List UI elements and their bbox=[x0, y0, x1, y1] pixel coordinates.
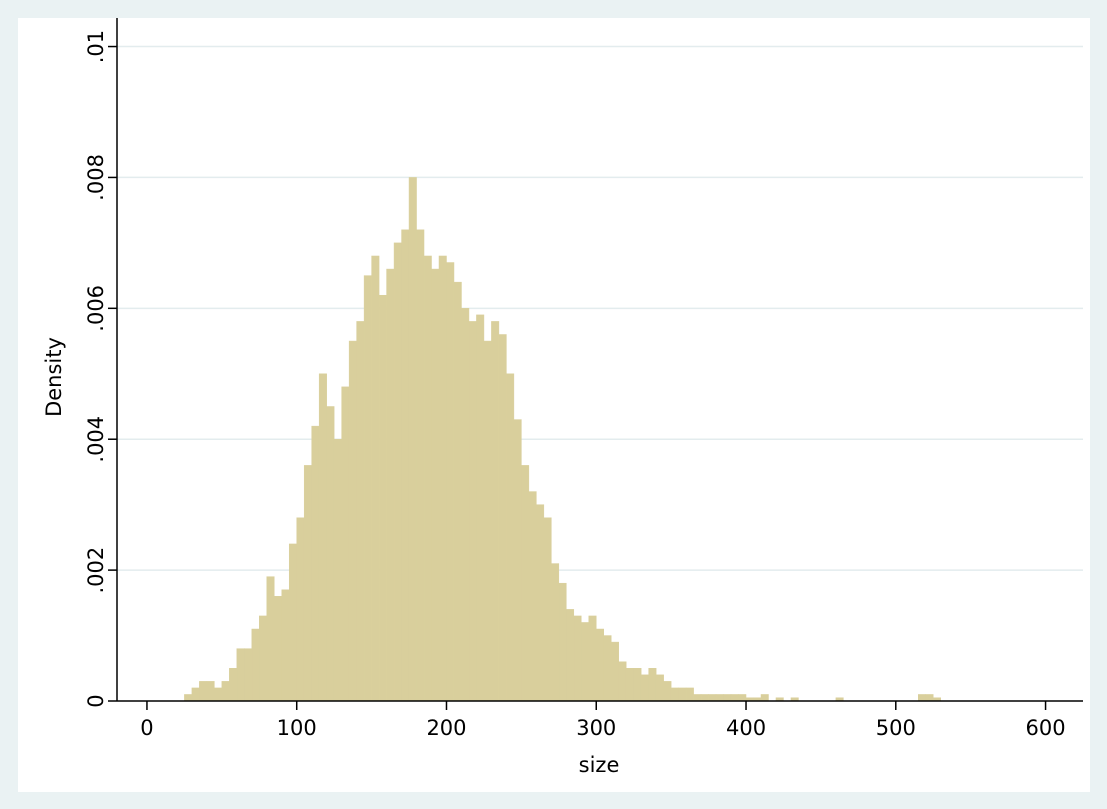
bar bbox=[274, 596, 282, 702]
bar bbox=[206, 681, 215, 702]
bar bbox=[386, 268, 395, 702]
bar bbox=[199, 681, 208, 702]
bar bbox=[693, 694, 702, 702]
bar bbox=[303, 465, 312, 702]
bar bbox=[296, 517, 305, 702]
bar bbox=[416, 229, 425, 702]
bar bbox=[401, 229, 410, 702]
bar bbox=[251, 628, 260, 702]
bar bbox=[648, 668, 657, 702]
bar bbox=[491, 321, 500, 702]
bar bbox=[670, 687, 679, 702]
bar bbox=[588, 615, 597, 702]
x-tick-label: 400 bbox=[726, 716, 766, 740]
bar bbox=[640, 674, 649, 702]
bar bbox=[431, 268, 440, 702]
bar bbox=[311, 425, 320, 702]
y-tick-label: .01 bbox=[84, 30, 108, 63]
bar bbox=[551, 563, 560, 702]
bar bbox=[528, 491, 537, 702]
bar bbox=[229, 668, 238, 702]
bar bbox=[408, 177, 417, 702]
bar bbox=[715, 694, 724, 702]
bar bbox=[543, 517, 552, 702]
bar bbox=[326, 406, 335, 702]
y-tick-label: .004 bbox=[84, 416, 108, 463]
bar bbox=[483, 340, 492, 702]
bar bbox=[603, 635, 612, 702]
x-tick-label: 200 bbox=[426, 716, 466, 740]
bar bbox=[596, 628, 604, 702]
bar bbox=[468, 321, 477, 702]
bar bbox=[663, 681, 672, 702]
bar bbox=[558, 582, 567, 702]
bar bbox=[453, 281, 462, 702]
bar bbox=[566, 609, 575, 702]
bar bbox=[513, 419, 522, 702]
y-tick-label: 0 bbox=[84, 694, 108, 707]
bar bbox=[610, 641, 619, 702]
bar bbox=[393, 242, 402, 702]
x-tick-label: 100 bbox=[277, 716, 317, 740]
bar bbox=[925, 694, 934, 702]
bar bbox=[288, 543, 297, 702]
bar bbox=[191, 687, 200, 702]
bar bbox=[678, 687, 687, 702]
bar bbox=[378, 294, 387, 702]
y-axis-title: Density bbox=[42, 337, 66, 417]
bar bbox=[244, 648, 253, 702]
bar bbox=[476, 314, 485, 702]
bar bbox=[184, 694, 193, 702]
bar bbox=[446, 262, 455, 702]
bar bbox=[341, 386, 350, 702]
bar bbox=[348, 340, 357, 702]
bar bbox=[333, 438, 342, 702]
x-tick-label: 0 bbox=[140, 716, 153, 740]
bars bbox=[184, 177, 941, 702]
bar bbox=[618, 661, 627, 702]
bar bbox=[318, 373, 327, 702]
bar bbox=[461, 308, 470, 702]
bar bbox=[371, 255, 380, 702]
bar bbox=[581, 622, 590, 702]
x-tick-label: 600 bbox=[1026, 716, 1066, 740]
x-axis-title: size bbox=[579, 753, 620, 777]
y-tick-label: .006 bbox=[84, 285, 108, 332]
bar bbox=[259, 615, 268, 702]
grid bbox=[117, 45, 1083, 571]
bar bbox=[221, 681, 230, 702]
bar bbox=[236, 648, 245, 702]
bar bbox=[266, 576, 275, 702]
bar bbox=[738, 694, 747, 702]
bar bbox=[423, 255, 432, 702]
bar bbox=[685, 687, 694, 702]
bar bbox=[363, 275, 372, 702]
bar bbox=[281, 589, 290, 702]
bar bbox=[633, 668, 642, 702]
x-tick-label: 300 bbox=[576, 716, 616, 740]
bar bbox=[214, 687, 223, 702]
bar bbox=[700, 694, 709, 702]
bar bbox=[356, 321, 365, 702]
bar bbox=[625, 668, 634, 702]
y-tick-label: .002 bbox=[84, 547, 108, 594]
bar bbox=[536, 504, 545, 702]
bar bbox=[723, 694, 732, 702]
bar bbox=[918, 694, 926, 702]
bar bbox=[506, 373, 515, 702]
x-tick-label: 500 bbox=[876, 716, 916, 740]
y-tick-label: .008 bbox=[84, 154, 108, 201]
bar bbox=[521, 465, 530, 702]
bar bbox=[708, 694, 717, 702]
bar bbox=[760, 694, 769, 702]
bar bbox=[498, 334, 507, 702]
bar bbox=[655, 674, 664, 702]
bar bbox=[438, 255, 447, 702]
bar bbox=[730, 694, 739, 702]
bar bbox=[573, 615, 582, 702]
